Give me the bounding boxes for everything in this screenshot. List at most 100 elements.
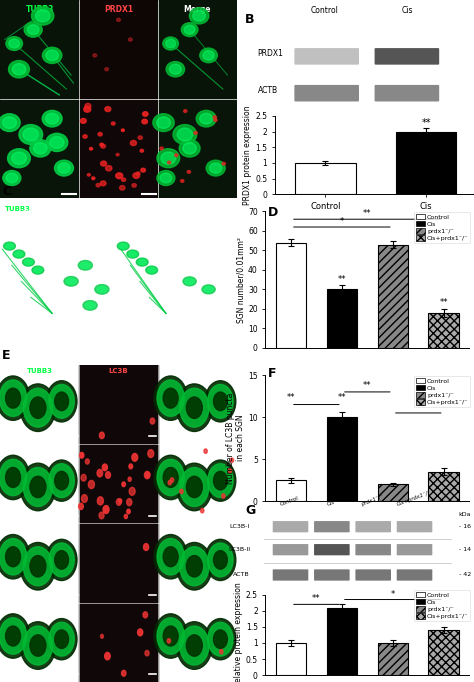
Circle shape [30, 556, 46, 577]
Circle shape [85, 104, 91, 108]
Circle shape [163, 547, 178, 567]
Circle shape [98, 132, 102, 136]
Text: TUBB3: TUBB3 [26, 5, 54, 14]
Circle shape [138, 259, 146, 265]
FancyBboxPatch shape [314, 569, 350, 580]
Circle shape [129, 252, 137, 256]
Circle shape [27, 25, 39, 35]
FancyBboxPatch shape [314, 521, 350, 533]
Bar [79, 365, 158, 444]
Circle shape [186, 635, 202, 656]
Text: TUBB3: TUBB3 [5, 206, 31, 212]
Circle shape [30, 140, 51, 157]
Text: E: E [2, 349, 11, 361]
Circle shape [222, 494, 225, 499]
Circle shape [96, 183, 100, 187]
Circle shape [55, 550, 69, 569]
Circle shape [82, 494, 87, 503]
Circle shape [186, 556, 202, 577]
Circle shape [83, 135, 87, 138]
Circle shape [0, 618, 27, 654]
Y-axis label: PRDX1 protein expression: PRDX1 protein expression [243, 106, 252, 205]
Circle shape [169, 64, 182, 74]
Circle shape [157, 149, 180, 168]
Circle shape [167, 161, 171, 164]
Bar [79, 444, 158, 524]
Text: **: ** [287, 393, 295, 402]
Circle shape [183, 277, 196, 286]
Bar [0, 0, 79, 99]
Circle shape [100, 143, 103, 146]
Circle shape [0, 614, 29, 658]
Circle shape [46, 381, 77, 422]
Circle shape [189, 8, 209, 24]
Circle shape [2, 117, 17, 128]
Circle shape [105, 653, 110, 659]
Text: Merge: Merge [185, 368, 210, 374]
Circle shape [50, 136, 64, 148]
FancyBboxPatch shape [356, 569, 391, 580]
Circle shape [204, 286, 213, 293]
Circle shape [167, 638, 171, 643]
Circle shape [156, 117, 171, 128]
Text: TUBB3: TUBB3 [27, 368, 53, 374]
Bar [377, 245, 408, 348]
Circle shape [183, 110, 187, 113]
Circle shape [150, 418, 155, 424]
Circle shape [187, 170, 191, 173]
Circle shape [23, 547, 53, 586]
Circle shape [177, 128, 192, 141]
Circle shape [43, 47, 62, 63]
Circle shape [219, 649, 223, 654]
Circle shape [208, 622, 233, 656]
Circle shape [3, 242, 15, 250]
Circle shape [214, 119, 217, 121]
FancyBboxPatch shape [273, 569, 308, 580]
Bar [0, 99, 79, 198]
FancyBboxPatch shape [397, 569, 432, 580]
Circle shape [138, 136, 142, 139]
Circle shape [0, 114, 20, 132]
Circle shape [87, 173, 91, 176]
Circle shape [154, 456, 187, 500]
Bar [79, 524, 158, 603]
Circle shape [121, 178, 126, 181]
Circle shape [103, 505, 109, 514]
Circle shape [200, 113, 213, 124]
Bar [327, 289, 357, 348]
Circle shape [160, 147, 163, 150]
Circle shape [141, 168, 146, 172]
Circle shape [11, 152, 27, 164]
Circle shape [32, 266, 44, 274]
Circle shape [157, 459, 184, 496]
Bar [158, 99, 237, 198]
Circle shape [23, 467, 53, 507]
Bar [377, 484, 408, 501]
Circle shape [42, 110, 62, 127]
Circle shape [146, 266, 157, 274]
Circle shape [6, 37, 23, 50]
Circle shape [84, 106, 91, 112]
Circle shape [157, 380, 184, 417]
Text: **: ** [363, 381, 372, 390]
Circle shape [208, 464, 233, 498]
Circle shape [182, 23, 198, 37]
Circle shape [173, 125, 197, 145]
Circle shape [148, 267, 155, 273]
Circle shape [144, 544, 149, 550]
Bar [428, 313, 459, 348]
Circle shape [6, 467, 20, 488]
Circle shape [145, 651, 149, 656]
Circle shape [36, 10, 50, 22]
Circle shape [34, 143, 47, 154]
FancyBboxPatch shape [374, 85, 439, 102]
Circle shape [194, 132, 197, 134]
Circle shape [100, 634, 103, 638]
Circle shape [93, 54, 97, 57]
Text: **: ** [421, 119, 431, 128]
Circle shape [80, 452, 84, 458]
Bar [396, 132, 456, 194]
Circle shape [118, 242, 129, 250]
Text: *: * [340, 217, 344, 226]
Circle shape [180, 626, 209, 665]
